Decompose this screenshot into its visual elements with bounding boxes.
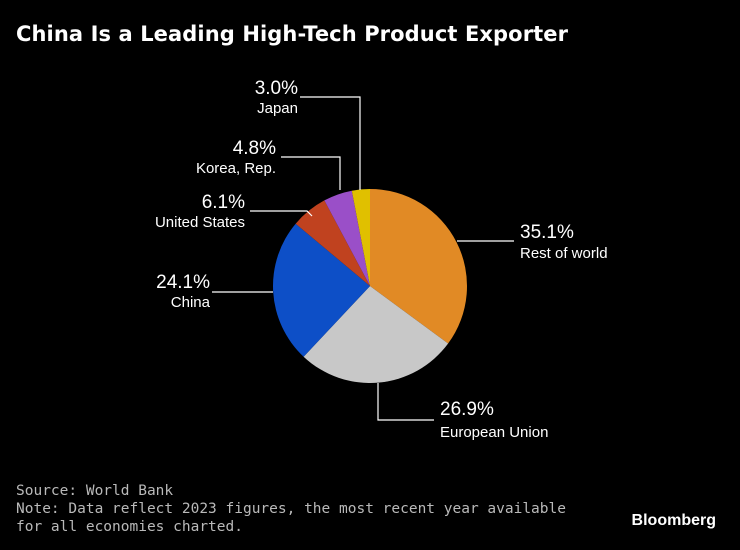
slice-value-united-states: 6.1% xyxy=(202,192,245,213)
source-note: Source: World Bank xyxy=(16,483,174,499)
leader-line-european-union xyxy=(377,383,434,421)
slice-label-european-union: European Union xyxy=(440,424,548,441)
data-note: Note: Data reflect 2023 figures, the mos… xyxy=(16,501,566,535)
slice-label-japan: Japan xyxy=(257,100,298,117)
slice-value-european-union: 26.9% xyxy=(440,399,494,420)
bloomberg-logo: Bloomberg xyxy=(631,512,716,529)
pie-slice-china xyxy=(272,223,370,357)
chart-title: China Is a Leading High-Tech Product Exp… xyxy=(16,22,569,46)
slice-label-china: China xyxy=(171,294,211,311)
chart-footer: Source: World Bank Note: Data reflect 20… xyxy=(16,482,576,536)
pie-slice-european-union xyxy=(303,286,449,383)
slice-label-rest-of-world: Rest of world xyxy=(520,245,608,262)
slice-value-japan: 3.0% xyxy=(255,78,298,99)
slice-value-china: 24.1% xyxy=(156,272,210,293)
pie-slices xyxy=(272,189,467,383)
pie-slice-united-states xyxy=(295,200,370,286)
slice-value-rest-of-world: 35.1% xyxy=(520,222,574,243)
pie-slice-rest-of-world xyxy=(370,189,467,344)
pie-slice-korea-rep xyxy=(324,190,370,286)
slice-label-united-states: United States xyxy=(155,214,245,231)
leader-line-japan xyxy=(300,96,361,190)
slice-label-korea: Korea, Rep. xyxy=(196,160,276,177)
leader-line-united-states xyxy=(250,210,313,217)
pie-slice-japan xyxy=(351,189,370,286)
pie-chart: 3.0% Japan 4.8% Korea, Rep. 6.1% United … xyxy=(155,78,608,441)
leader-line-korea xyxy=(281,156,341,190)
slice-value-korea: 4.8% xyxy=(233,138,276,159)
